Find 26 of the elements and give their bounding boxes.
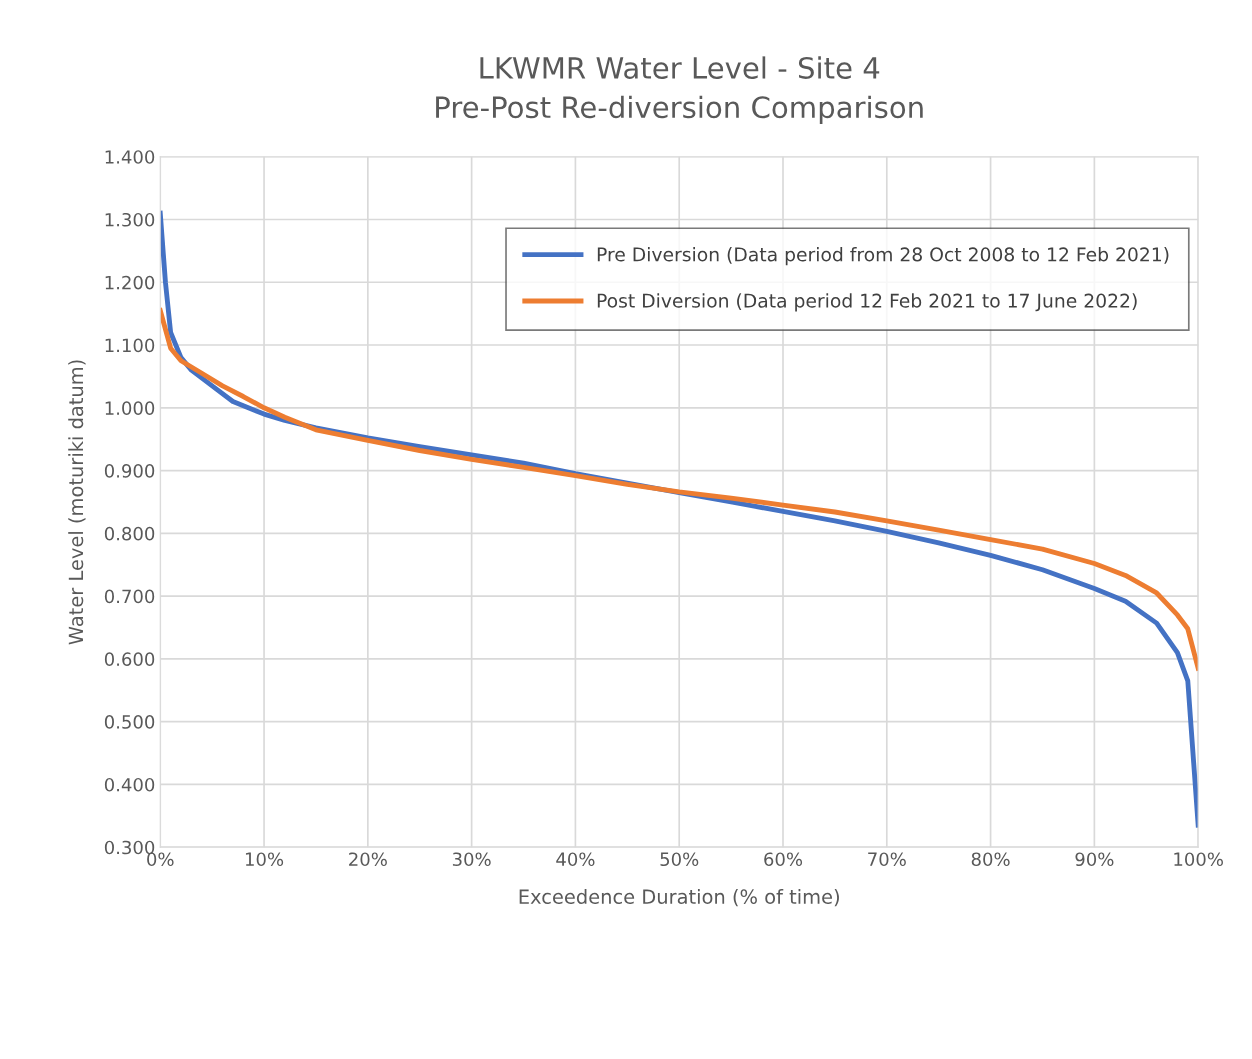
y-axis-title: Water Level (moturiki datum) xyxy=(68,360,86,645)
x-axis-title: Exceedence Duration (% of time) xyxy=(519,888,839,907)
x-tick-label: 50% xyxy=(660,852,699,867)
x-tick-label: 40% xyxy=(556,852,595,867)
y-tick-label: 0.700 xyxy=(104,589,155,604)
x-tick-label: 60% xyxy=(764,852,803,867)
y-tick-label: 0.800 xyxy=(104,526,155,541)
y-tick-label: 1.200 xyxy=(105,275,155,290)
x-tick-label: 20% xyxy=(349,852,387,867)
y-tick-label: 0.900 xyxy=(104,464,155,478)
x-tick-label: 70% xyxy=(868,852,906,867)
y-tick-label: 1.100 xyxy=(105,338,155,353)
y-tick-label: 1.400 xyxy=(105,150,155,164)
x-tick-label: 100% xyxy=(1174,852,1223,867)
x-tick-label: 30% xyxy=(452,852,491,867)
legend-label: Pre Diversion (Data period from 28 Oct 2008 to 12 Feb 2021) xyxy=(597,247,1169,266)
y-tick-label: 1.000 xyxy=(105,401,155,415)
y-tick-label: 0.600 xyxy=(104,652,155,667)
x-tick-label: 80% xyxy=(971,852,1010,867)
y-tick-label: 0.500 xyxy=(104,715,155,729)
y-tick-label: 0.400 xyxy=(104,777,155,792)
y-tick-label: 1.300 xyxy=(105,212,155,227)
legend-label: Post Diversion (Data period 12 Feb 2021 to 17 June 2022) xyxy=(597,293,1137,312)
x-tick-label: 90% xyxy=(1075,852,1114,867)
x-tick-label: 10% xyxy=(245,852,284,867)
chart-title: LKWMR Water Level - Site 4 Pre-Post Re-diversion Comparison xyxy=(436,56,923,124)
